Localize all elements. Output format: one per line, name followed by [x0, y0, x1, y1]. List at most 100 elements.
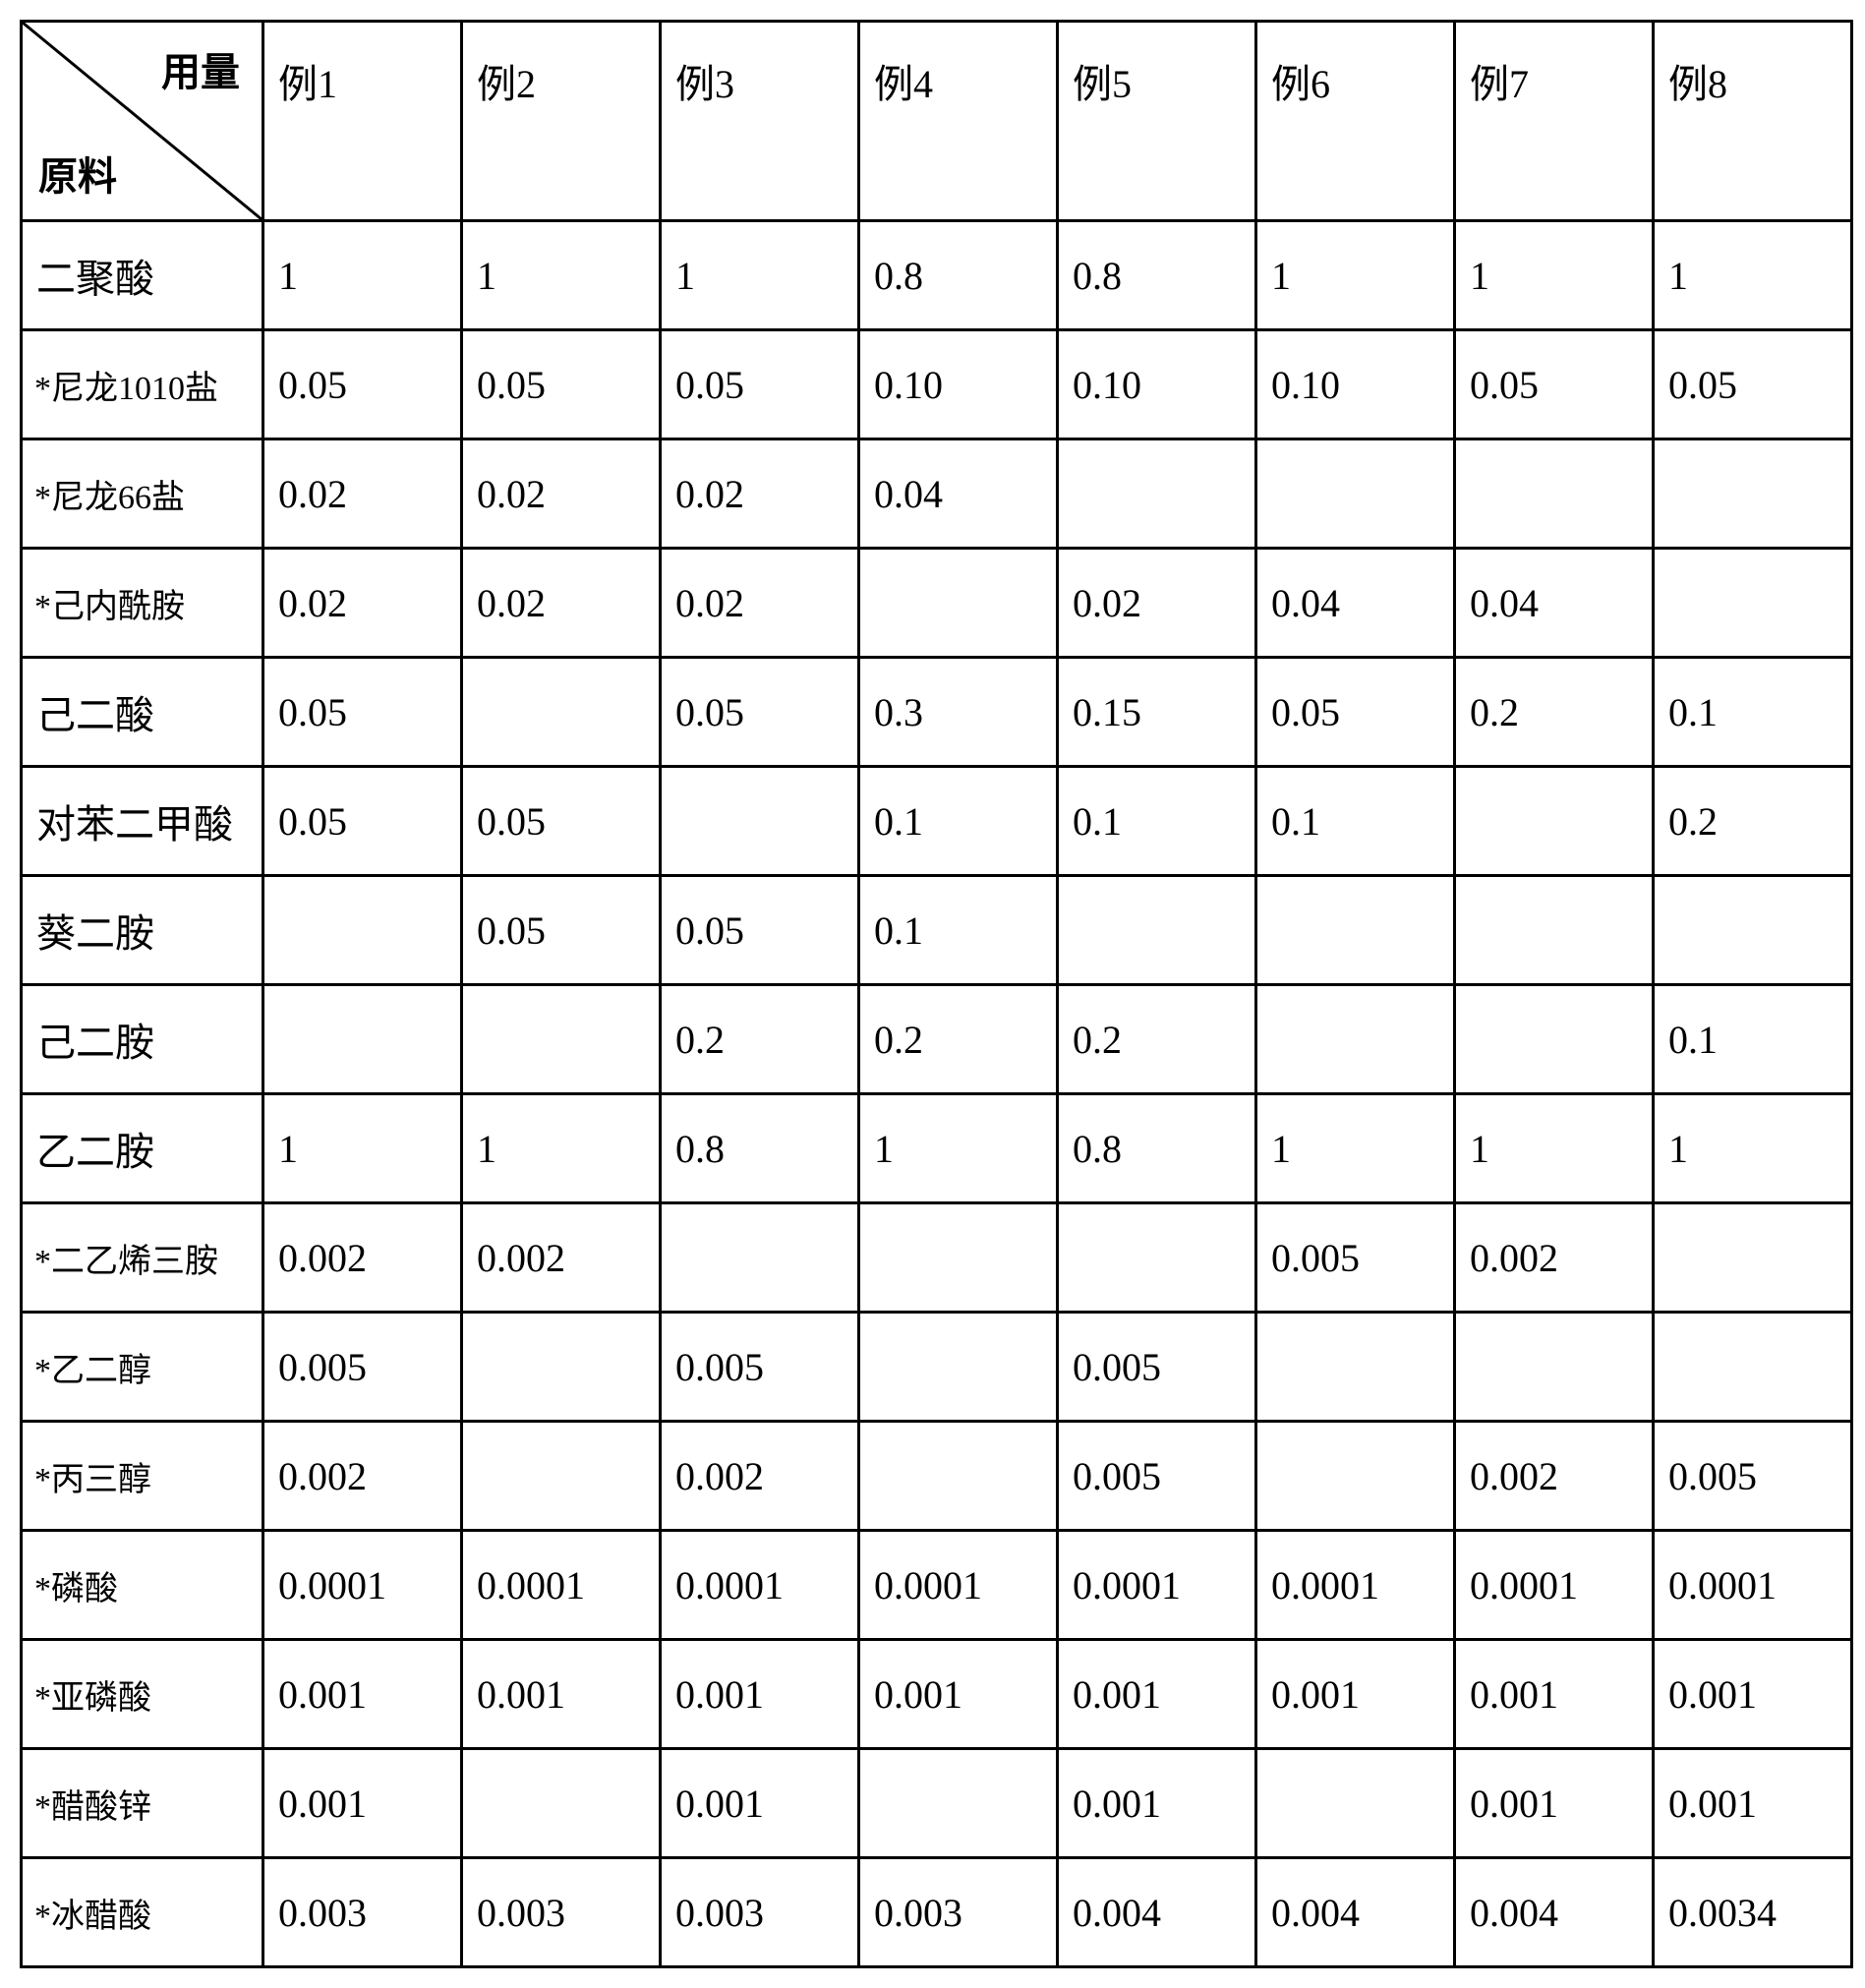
table-cell: 0.001: [1058, 1640, 1256, 1749]
table-row: *尼龙66盐0.020.020.020.04: [22, 439, 1852, 549]
table-cell: 0.05: [1455, 330, 1654, 439]
row-header: *尼龙1010盐: [22, 330, 263, 439]
table-cell: 0.001: [462, 1640, 661, 1749]
table-cell: 0.1: [1654, 985, 1852, 1094]
table-cell: 1: [263, 1094, 462, 1203]
table-cell: 0.0001: [859, 1531, 1058, 1640]
table-cell: 0.002: [263, 1203, 462, 1313]
table-cell: 0.05: [1256, 658, 1455, 767]
row-header: *冰醋酸: [22, 1858, 263, 1967]
table-cell: 0.001: [263, 1640, 462, 1749]
table-row: *醋酸锌0.0010.0010.0010.0010.001: [22, 1749, 1852, 1858]
table-cell: 0.0001: [263, 1531, 462, 1640]
table-cell: [462, 1422, 661, 1531]
header-row: 用量 原料 例1 例2 例3 例4 例5 例6 例7 例8: [22, 22, 1852, 221]
table-cell: 0.8: [661, 1094, 859, 1203]
table-cell: 0.10: [1058, 330, 1256, 439]
table-cell: [1058, 1203, 1256, 1313]
table-cell: 0.001: [263, 1749, 462, 1858]
table-cell: [462, 658, 661, 767]
column-header: 例8: [1654, 22, 1852, 221]
table-cell: 0.15: [1058, 658, 1256, 767]
table-cell: 0.02: [661, 549, 859, 658]
table-cell: 0.05: [263, 330, 462, 439]
table-cell: 0.003: [859, 1858, 1058, 1967]
column-header: 例2: [462, 22, 661, 221]
table-cell: 0.001: [661, 1749, 859, 1858]
table-cell: 0.3: [859, 658, 1058, 767]
table-cell: 0.2: [661, 985, 859, 1094]
column-header: 例7: [1455, 22, 1654, 221]
table-cell: 1: [1256, 1094, 1455, 1203]
table-cell: [1455, 985, 1654, 1094]
table-cell: 0.2: [1058, 985, 1256, 1094]
table-cell: [1256, 1422, 1455, 1531]
table-body: 二聚酸1110.80.8111*尼龙1010盐0.050.050.050.100…: [22, 221, 1852, 1967]
table-cell: 0.04: [1256, 549, 1455, 658]
table-cell: 0.0001: [1455, 1531, 1654, 1640]
table-cell: 1: [1455, 1094, 1654, 1203]
table-cell: 0.005: [1654, 1422, 1852, 1531]
table-cell: [1654, 876, 1852, 985]
table-cell: [859, 1422, 1058, 1531]
table-cell: 1: [1654, 221, 1852, 330]
table-cell: 0.1: [859, 767, 1058, 876]
table-cell: 0.003: [263, 1858, 462, 1967]
row-header: *乙二醇: [22, 1313, 263, 1422]
row-header: *二乙烯三胺: [22, 1203, 263, 1313]
row-header: 二聚酸: [22, 221, 263, 330]
table-cell: [462, 1313, 661, 1422]
table-row: *乙二醇0.0050.0050.005: [22, 1313, 1852, 1422]
table-cell: [462, 1749, 661, 1858]
table-cell: [1058, 439, 1256, 549]
table-cell: [859, 1203, 1058, 1313]
table-row: *亚磷酸0.0010.0010.0010.0010.0010.0010.0010…: [22, 1640, 1852, 1749]
table-cell: 0.001: [1654, 1640, 1852, 1749]
table-cell: [859, 549, 1058, 658]
table-row: *丙三醇0.0020.0020.0050.0020.005: [22, 1422, 1852, 1531]
table-cell: 1: [1654, 1094, 1852, 1203]
column-header: 例6: [1256, 22, 1455, 221]
table-cell: 1: [263, 221, 462, 330]
table-cell: 0.004: [1058, 1858, 1256, 1967]
table-row: 对苯二甲酸0.050.050.10.10.10.2: [22, 767, 1852, 876]
table-cell: 0.10: [859, 330, 1058, 439]
table-cell: 0.8: [1058, 221, 1256, 330]
table-cell: 0.05: [661, 876, 859, 985]
table-cell: 0.04: [859, 439, 1058, 549]
table-cell: 0.001: [661, 1640, 859, 1749]
table-cell: [1455, 876, 1654, 985]
table-cell: 0.001: [1654, 1749, 1852, 1858]
table-cell: [1256, 1313, 1455, 1422]
table-cell: [462, 985, 661, 1094]
table-cell: 0.004: [1455, 1858, 1654, 1967]
table-cell: 0.05: [462, 876, 661, 985]
column-header: 例1: [263, 22, 462, 221]
table-cell: 0.005: [661, 1313, 859, 1422]
table-cell: 0.002: [263, 1422, 462, 1531]
table-row: *己内酰胺0.020.020.020.020.040.04: [22, 549, 1852, 658]
table-cell: [661, 767, 859, 876]
table-cell: [1654, 1313, 1852, 1422]
table-cell: 0.002: [661, 1422, 859, 1531]
table-row: 己二胺0.20.20.20.1: [22, 985, 1852, 1094]
table-cell: 0.001: [1455, 1640, 1654, 1749]
table-cell: 0.05: [661, 330, 859, 439]
table-cell: 0.1: [859, 876, 1058, 985]
table-cell: [1654, 1203, 1852, 1313]
table-cell: [1654, 549, 1852, 658]
table-cell: 0.05: [1654, 330, 1852, 439]
table-cell: 1: [462, 221, 661, 330]
table-cell: 0.1: [1058, 767, 1256, 876]
table-cell: 0.05: [462, 330, 661, 439]
table-cell: 0.05: [263, 767, 462, 876]
table-cell: 1: [1256, 221, 1455, 330]
table-cell: 0.02: [263, 549, 462, 658]
table-cell: 0.005: [263, 1313, 462, 1422]
table-cell: 0.005: [1058, 1313, 1256, 1422]
row-header: *尼龙66盐: [22, 439, 263, 549]
table-cell: 0.001: [1058, 1749, 1256, 1858]
table-row: *尼龙1010盐0.050.050.050.100.100.100.050.05: [22, 330, 1852, 439]
row-header: 己二胺: [22, 985, 263, 1094]
table-cell: [1256, 876, 1455, 985]
